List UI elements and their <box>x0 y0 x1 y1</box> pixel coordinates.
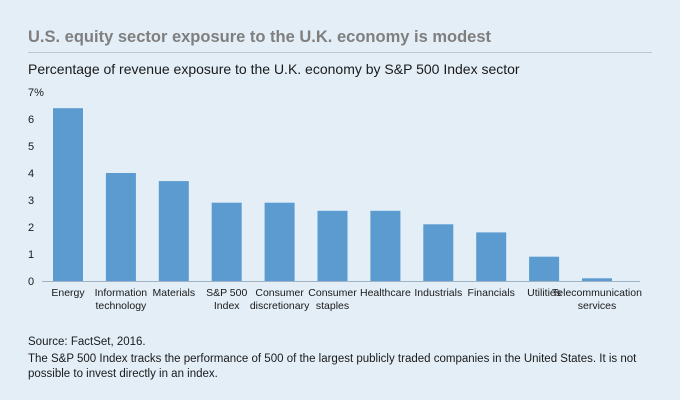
x-tick-label: Energy <box>51 287 85 299</box>
footnote: The S&P 500 Index tracks the performance… <box>28 353 637 380</box>
bar <box>317 210 348 281</box>
chart-subtitle: Percentage of revenue exposure to the U.… <box>28 61 520 77</box>
y-tick-label: 5 <box>28 141 34 153</box>
y-tick-label: 1 <box>28 249 34 261</box>
bar <box>582 278 612 281</box>
y-tick-label: 6 <box>28 114 34 126</box>
bar-chart: 7% 0 1 2 3 4 5 6 Energy Information technology Mate… <box>28 87 642 312</box>
bar <box>370 210 401 281</box>
x-tick-label: Industrials <box>414 287 462 299</box>
bar <box>529 256 560 281</box>
x-tick-label: Healthcare <box>360 287 411 299</box>
bar <box>423 224 454 281</box>
y-tick-label: 4 <box>28 168 34 180</box>
x-tick-label: Telecommunication services <box>552 287 642 312</box>
source-note: Source: FactSet, 2016. <box>28 336 146 348</box>
bar <box>105 173 136 281</box>
y-tick-label: 3 <box>28 195 34 207</box>
y-tick-label: 0 <box>28 276 34 288</box>
bar <box>158 181 189 281</box>
bar <box>211 202 242 281</box>
x-tick-label: Consumer staples <box>308 287 357 312</box>
y-tick-label: 2 <box>28 222 34 234</box>
x-tick-label: Materials <box>152 287 195 299</box>
bar <box>476 232 507 281</box>
chart-title: U.S. equity sector exposure to the U.K. … <box>28 28 492 46</box>
x-tick-label: Information technology <box>95 287 148 312</box>
x-tick-label: S&P 500 Index <box>206 287 247 312</box>
x-tick-label: Utilities <box>527 287 561 299</box>
bar <box>264 202 295 281</box>
y-axis-unit-label: 7% <box>28 87 44 99</box>
bar <box>53 108 83 281</box>
title-divider <box>28 52 652 53</box>
x-tick-label: Financials <box>468 287 515 299</box>
x-tick-label: Consumer discretionary <box>250 287 310 312</box>
